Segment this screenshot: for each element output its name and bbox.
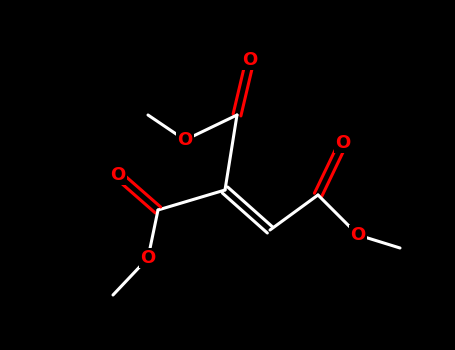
Text: O: O (177, 131, 192, 149)
Text: O: O (111, 166, 126, 184)
Text: O: O (141, 249, 156, 267)
Text: O: O (243, 51, 258, 69)
Text: O: O (350, 226, 366, 244)
Text: O: O (335, 134, 351, 152)
